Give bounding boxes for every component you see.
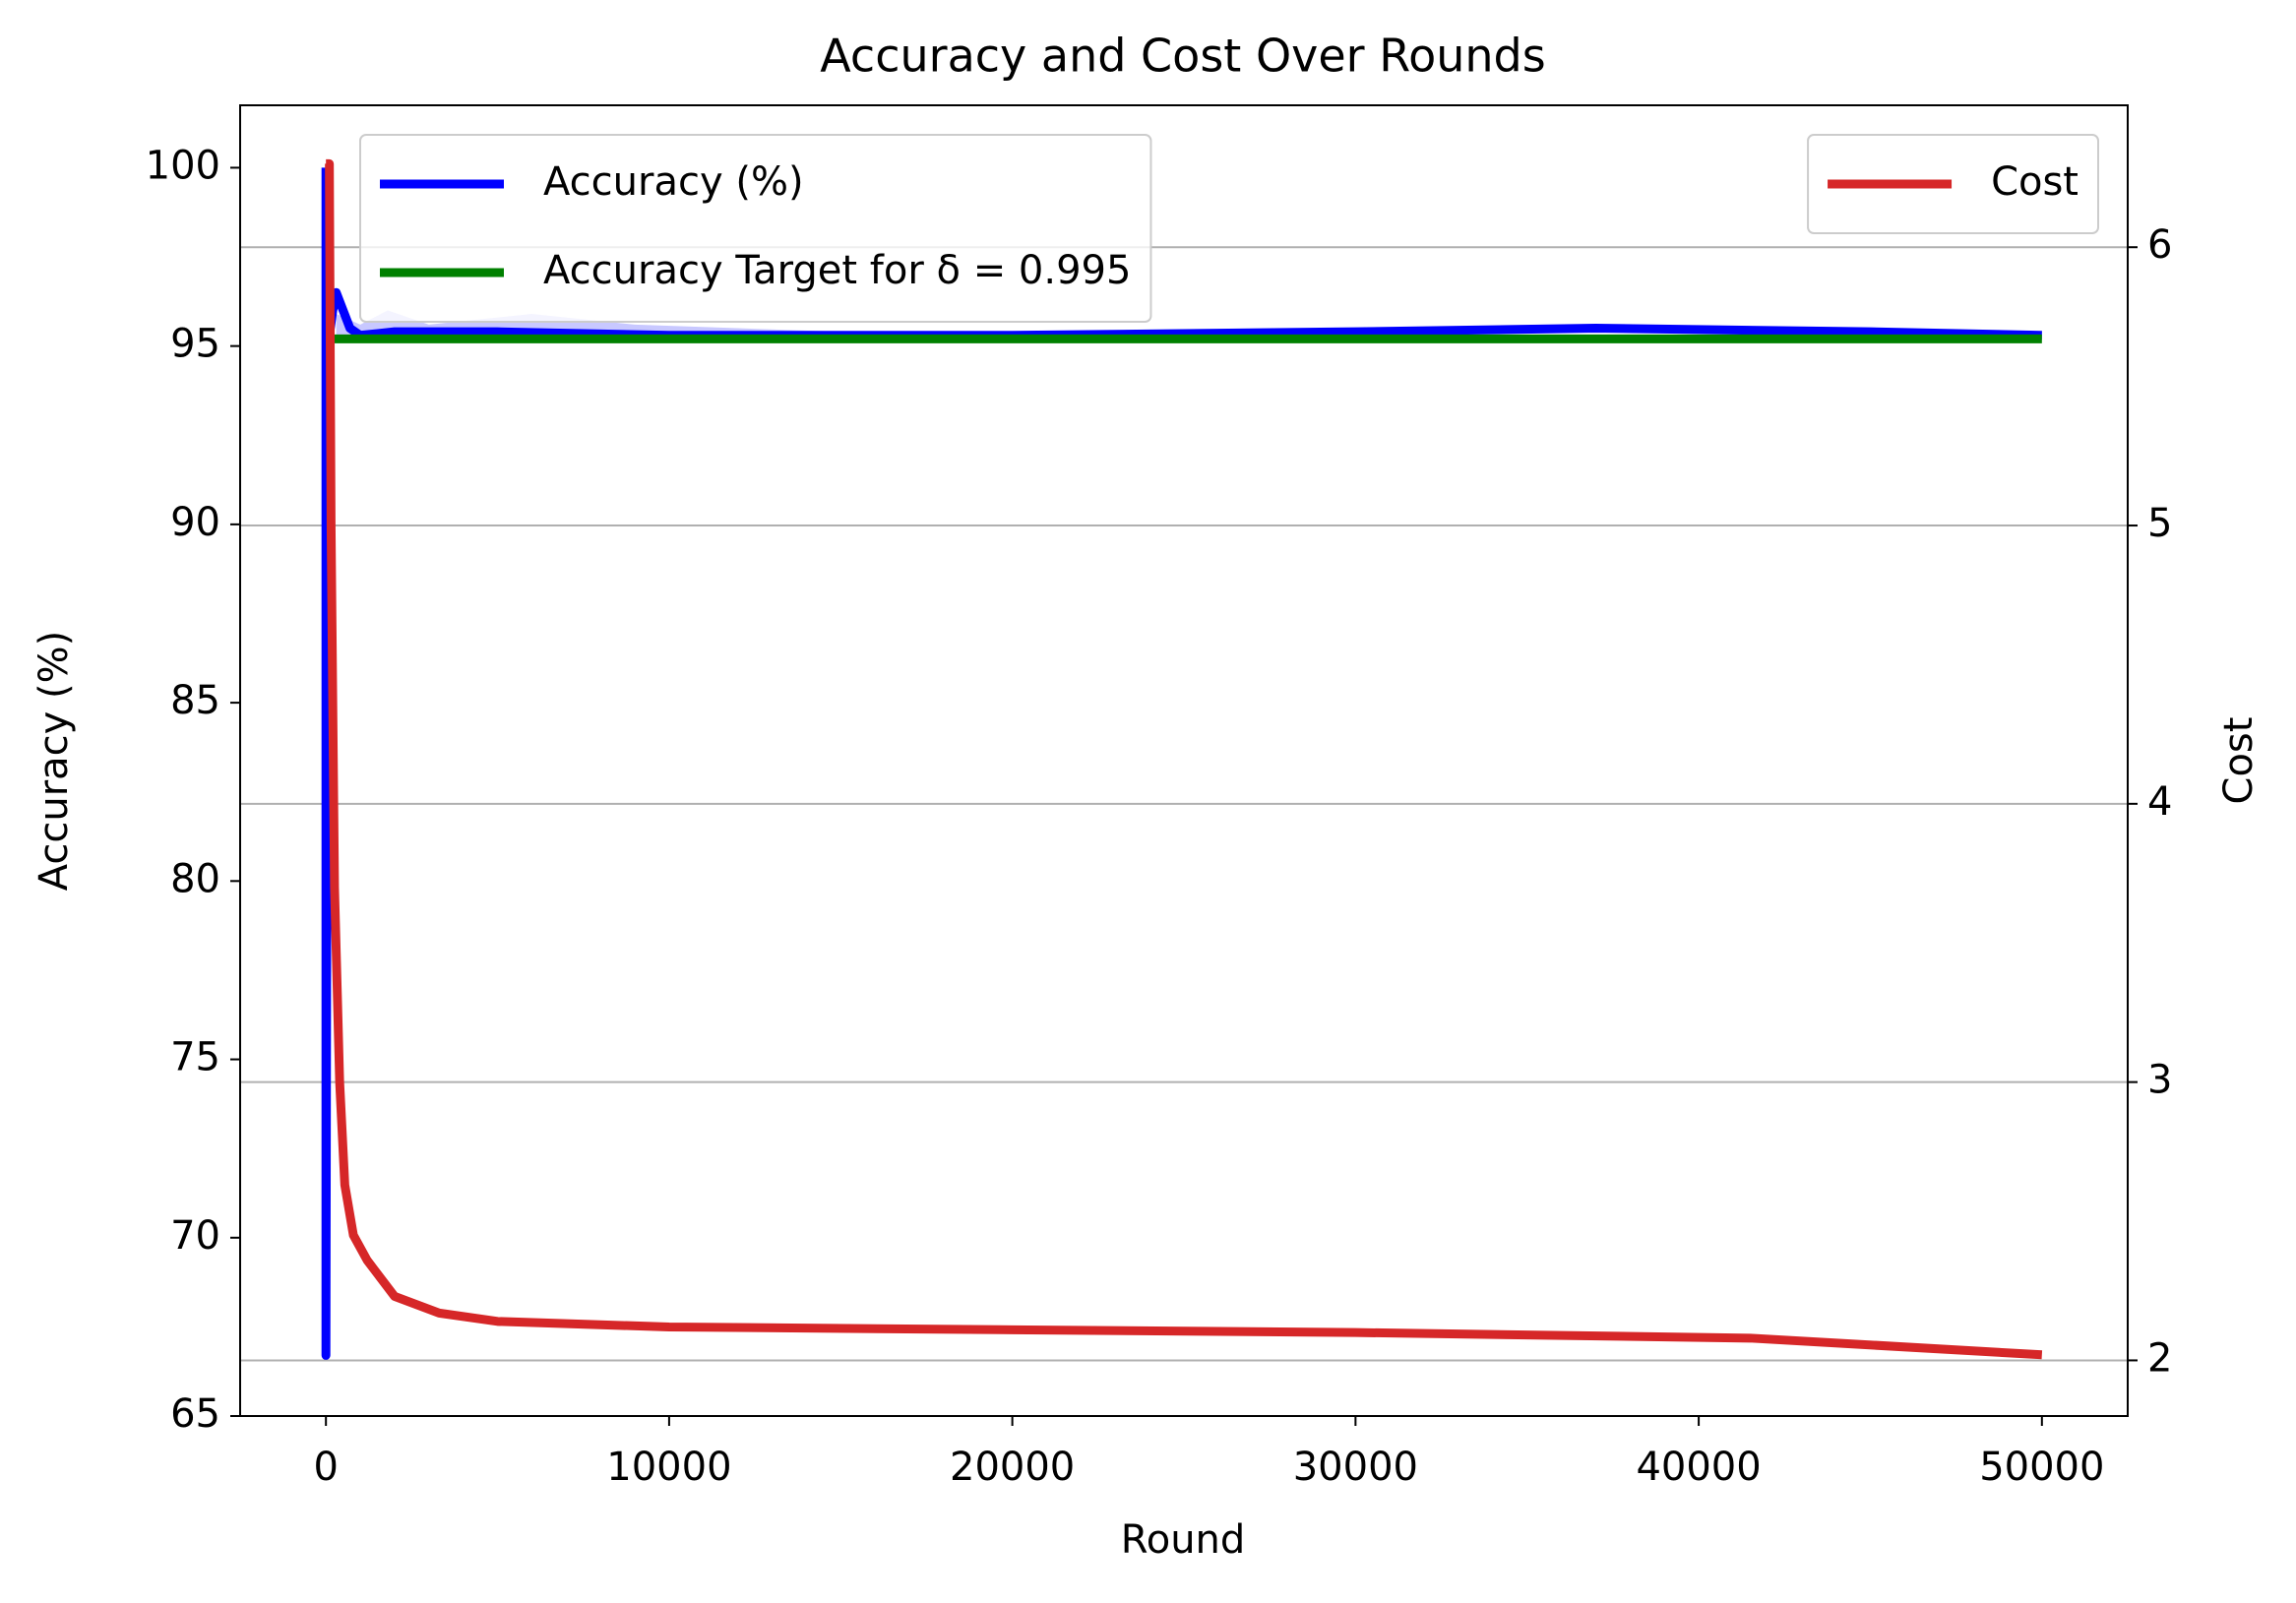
y-tick-label: 85 <box>170 678 220 723</box>
y2-tick-label: 5 <box>2147 501 2172 546</box>
y2-tick-label: 6 <box>2147 222 2172 268</box>
series-line <box>321 167 2042 1360</box>
y2-axis-label: Cost <box>2216 717 2262 805</box>
y-tick-label: 100 <box>146 143 220 188</box>
y-tick-label: 90 <box>170 500 220 545</box>
x-tick-label: 50000 <box>1979 1445 2104 1490</box>
y-tick-label: 80 <box>170 856 220 901</box>
series-line <box>325 158 2043 1360</box>
x-tick-label: 20000 <box>950 1445 1075 1490</box>
y-tick-label: 65 <box>170 1391 220 1437</box>
x-tick-label: 40000 <box>1636 1445 1761 1490</box>
y-tick-label: 70 <box>170 1213 220 1259</box>
y-tick-label: 75 <box>170 1035 220 1080</box>
x-tick-label: 30000 <box>1293 1445 1418 1490</box>
x-axis-label: Round <box>1121 1517 1246 1563</box>
chart-title: Accuracy and Cost Over Rounds <box>820 30 1545 83</box>
plot-frame <box>239 104 2129 1417</box>
legend-label: Accuracy (%) <box>543 159 804 205</box>
legend-box <box>1807 134 2099 234</box>
legend-label: Accuracy Target for δ = 0.995 <box>543 248 1131 293</box>
y-tick-label: 95 <box>170 322 220 367</box>
legend-box <box>359 134 1152 323</box>
y2-tick-label: 4 <box>2147 779 2172 825</box>
legend-label: Cost <box>1991 159 2079 205</box>
y2-tick-label: 2 <box>2147 1335 2172 1381</box>
x-tick-label: 10000 <box>606 1445 731 1490</box>
y2-tick-label: 3 <box>2147 1058 2172 1103</box>
x-tick-label: 0 <box>313 1445 338 1490</box>
y-axis-label: Accuracy (%) <box>31 631 77 892</box>
